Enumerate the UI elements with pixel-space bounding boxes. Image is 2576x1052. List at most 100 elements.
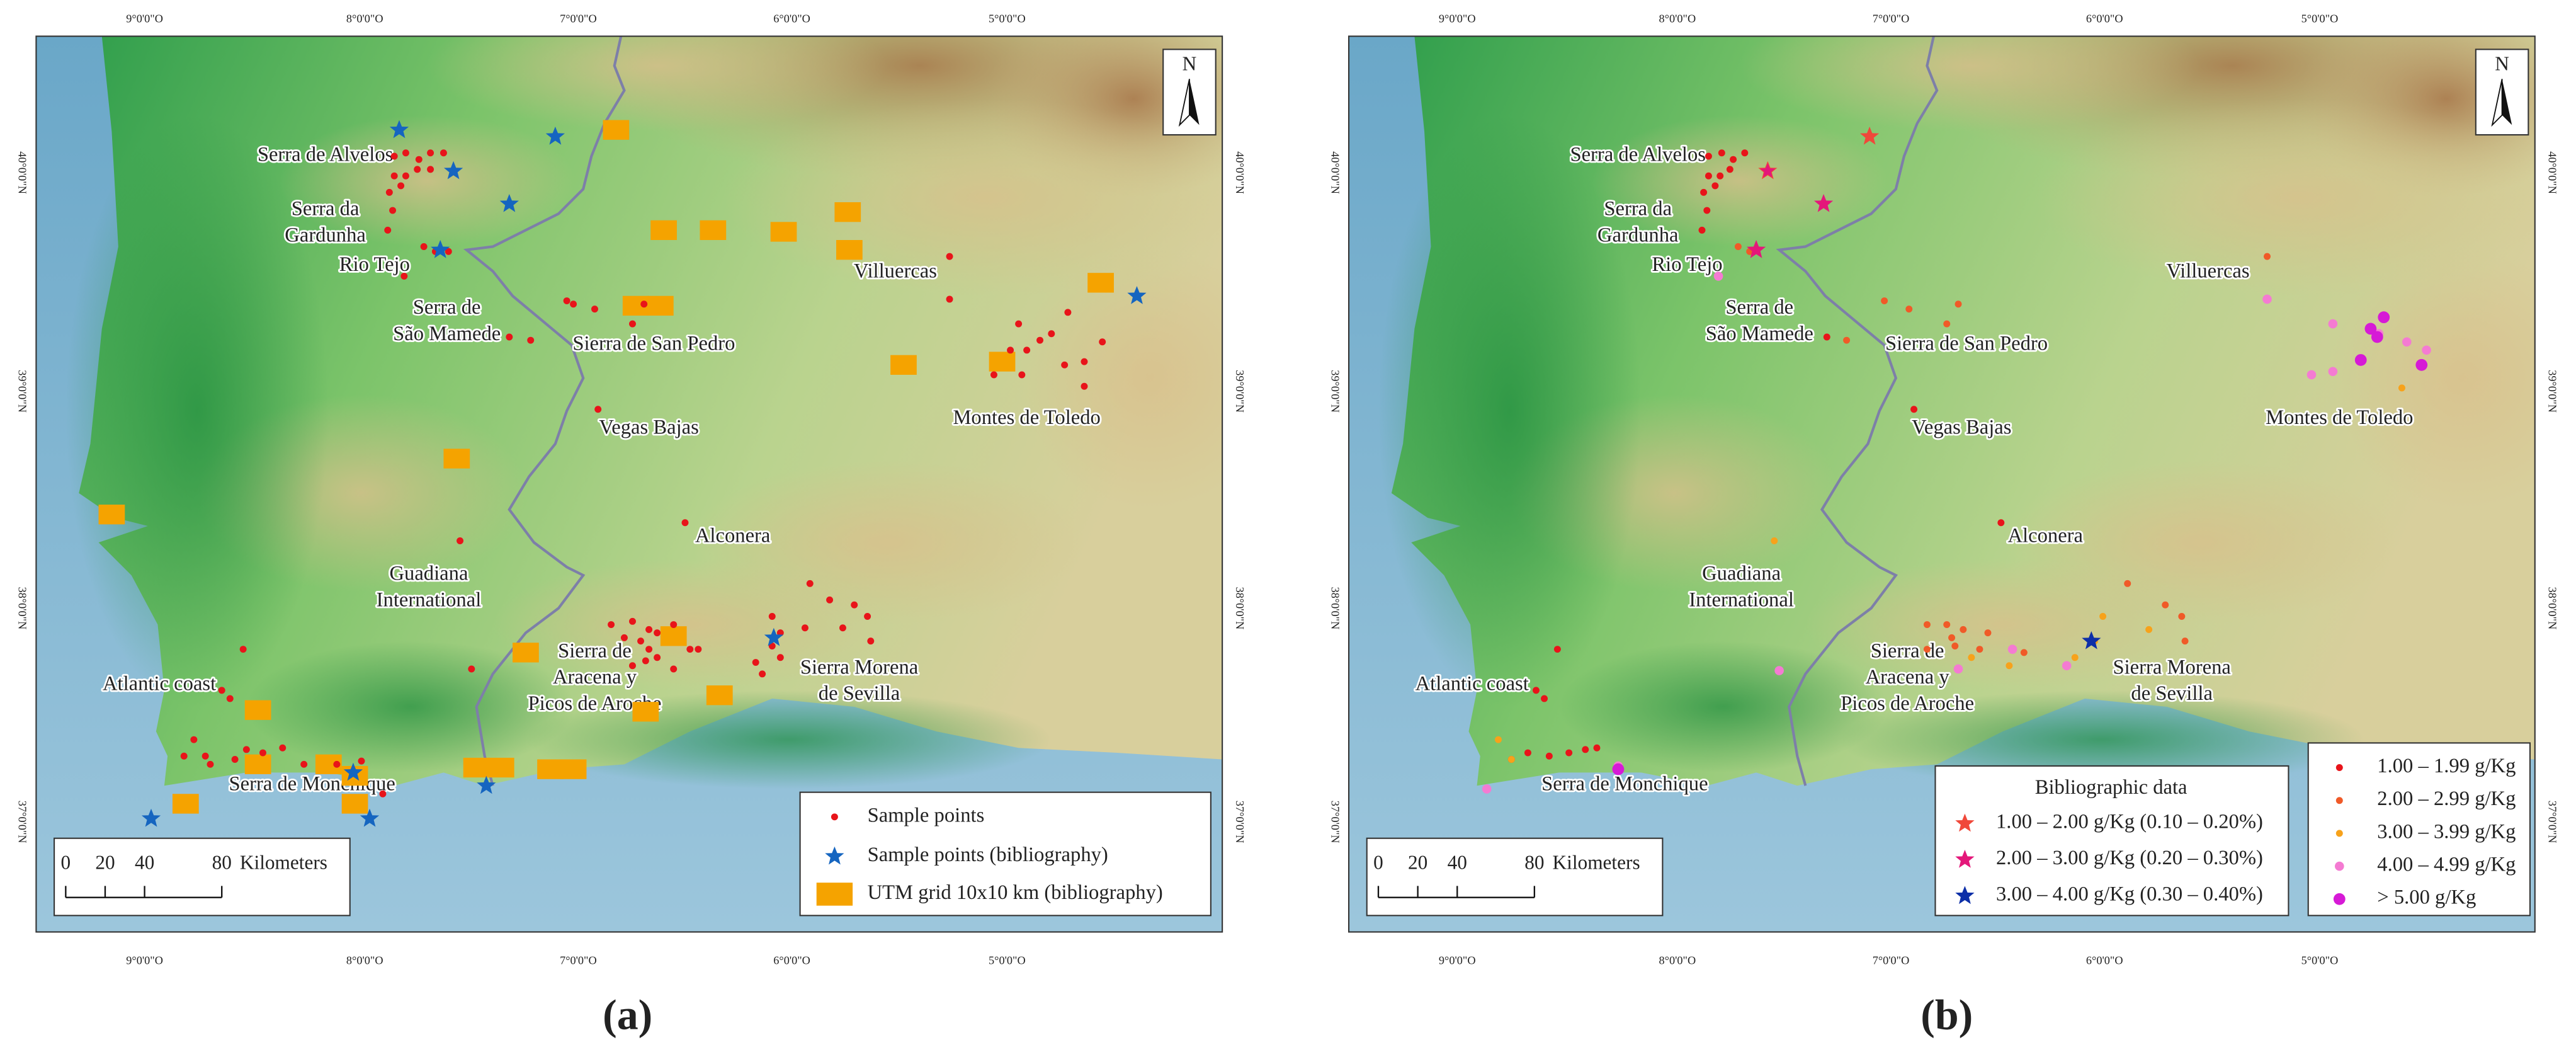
longitude-label: 6°0'0"O [773,954,810,967]
sample-point [686,646,694,653]
longitude-label: 7°0'0"O [1873,13,1910,25]
sample-point [2264,253,2271,260]
sample-point [180,752,188,760]
sample-point [1036,336,1044,344]
sample-point [231,756,239,763]
place-label: Guadiana [389,563,468,585]
sample-point [414,166,421,173]
place-label: Aracena y [1866,666,1950,689]
sample-point [1716,172,1724,180]
sample-point [2262,294,2272,304]
sample-point [2334,861,2344,871]
sample-point [1923,621,1931,629]
sample-point [629,617,636,625]
place-label: Sierra Morena [800,656,919,678]
sample-point [2007,644,2017,654]
sample-point [2364,323,2377,335]
legend-label: UTM grid 10x10 km (bibliography) [868,881,1163,904]
sample-point [629,320,636,328]
sample-point [1532,687,1540,694]
sample-point [1015,320,1023,328]
sample-point [806,580,814,587]
longitude-label: 7°0'0"O [560,954,597,967]
sample-point [427,166,434,173]
sample-point [2099,613,2107,620]
utm-cell [537,759,564,779]
longitude-label: 6°0'0"O [2086,954,2123,967]
sample-point [640,300,648,308]
sample-point [759,670,766,678]
sample-point [1064,309,1072,316]
place-label: Gardunha [1597,224,1679,246]
scale-label: 20 [1408,852,1427,874]
scale-label: 0 [61,852,71,874]
legend-label: 1.00 – 1.99 g/Kg [2377,755,2516,777]
sample-point [695,646,702,653]
place-label: Sierra de San Pedro [572,332,735,355]
place-label: Vegas Bajas [1912,416,2011,439]
sample-point [1007,346,1014,354]
relief [1740,36,2200,132]
sample-point [768,613,776,620]
sample-point [1700,188,1708,196]
scale-unit: Kilometers [240,852,327,874]
border-river [1776,36,1939,786]
place-label: International [377,589,482,612]
longitude-label: 8°0'0"O [346,954,383,967]
land [65,36,1223,789]
place-label: Serra da [292,198,360,220]
sample-point [1713,272,1723,281]
sample-point [201,752,209,760]
sample-point [358,757,365,765]
sample-point [1951,642,1959,649]
sample-point [1018,371,1026,379]
latitude-label: 37°0'0"N [16,801,29,843]
utm-cell [463,757,490,778]
latitude-label: 38°0'0"N [1234,587,1246,630]
utm-cell [244,700,271,720]
sample-point [2398,384,2405,392]
latitude-label: 37°0'0"N [2546,801,2559,843]
latitude-label: 37°0'0"N [1329,801,1341,843]
sample-point [642,657,649,665]
sample-point [1953,664,1963,674]
sample-point [259,749,266,757]
sample-point [1960,626,1967,633]
utm-cell [1087,273,1114,293]
latitude-label: 38°0'0"N [16,587,29,630]
place-label: Sierra de [558,639,632,662]
sample-point [1582,746,1589,753]
map-frame [1348,35,2536,933]
sample-point [2328,319,2338,329]
sample-point [1948,634,1956,641]
latitude-label: 40°0'0"N [1329,151,1341,194]
panel-label: (b) [1921,991,1973,1038]
sample-point [1541,695,1548,702]
sample-point [440,149,447,157]
sample-point [1482,784,1492,794]
land [1378,36,2535,789]
sample-point [468,665,475,673]
place-label: Serra de Alvelos [258,143,394,166]
sample-point [2335,797,2343,804]
sample-point [563,297,570,305]
scale-unit: Kilometers [1553,852,1640,874]
sample-point [570,300,577,308]
sample-point [1698,226,1706,234]
sample-point [2124,580,2131,587]
longitude-label: 5°0'0"O [989,13,1026,25]
sample-point [2181,637,2189,645]
sample-point [1703,207,1711,214]
legend-label: 2.00 – 3.00 g/Kg (0.20 – 0.30%) [1996,847,2263,869]
longitude-label: 8°0'0"O [1659,954,1696,967]
place-label: Rio Tejo [339,253,410,276]
utm-cell [660,626,687,646]
longitude-label: 5°0'0"O [2301,954,2339,967]
north-box [2475,49,2529,136]
sample-point [300,760,308,768]
sample-point [946,253,953,260]
legend-label: 2.00 – 2.99 g/Kg [2377,787,2516,810]
sample-point [1705,152,1712,160]
